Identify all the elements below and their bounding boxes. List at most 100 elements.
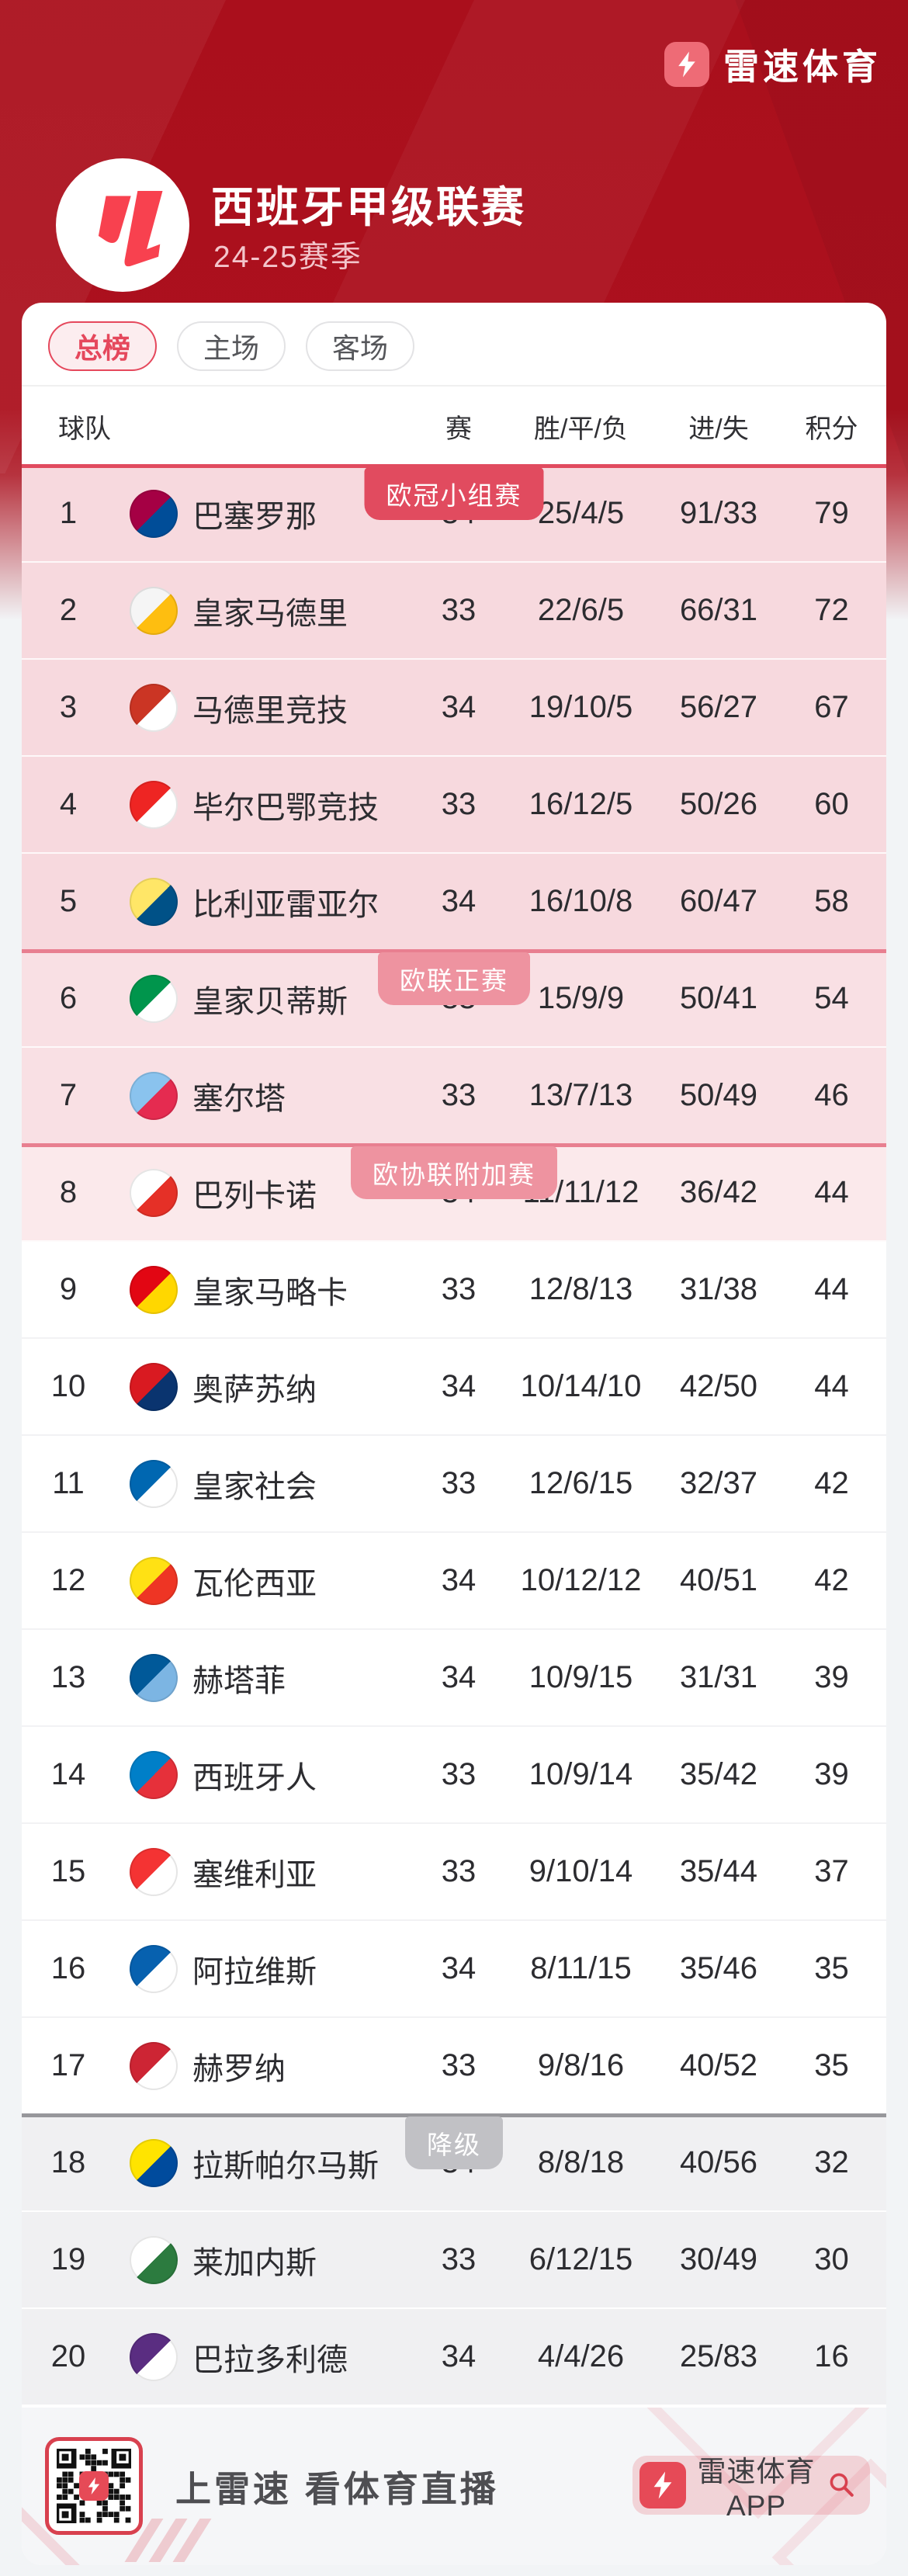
rank-number: 1 <box>59 496 78 530</box>
column-header-goals: 进/失 <box>688 414 749 444</box>
goals-for-against: 35/44 <box>679 1854 758 1888</box>
games-played: 33 <box>441 1078 477 1112</box>
team-logo <box>115 1556 192 1605</box>
team-crest-icon <box>130 780 178 829</box>
team-crest-icon <box>130 1750 178 1799</box>
goals-for-against: 35/42 <box>679 1757 758 1791</box>
rank-number: 7 <box>59 1078 78 1112</box>
points: 54 <box>814 981 849 1015</box>
tab-overall[interactable]: 总榜 <box>48 321 158 371</box>
table-row[interactable]: 4 毕尔巴鄂竞技 33 16/12/5 50/26 60 <box>22 757 886 854</box>
games-played: 33 <box>441 2048 477 2082</box>
table-row[interactable]: 10 奥萨苏纳 34 10/14/10 42/50 44 <box>22 1339 886 1436</box>
team-logo <box>115 1168 192 1217</box>
games-played: 33 <box>441 2242 477 2276</box>
table-row[interactable]: 3 马德里竞技 34 19/10/5 56/27 67 <box>22 660 886 757</box>
table-row[interactable]: 16 阿拉维斯 34 8/11/15 35/46 35 <box>22 1921 886 2018</box>
team-crest-icon <box>130 2235 178 2284</box>
table-row[interactable]: 19 莱加内斯 33 6/12/15 30/49 30 <box>22 2212 886 2309</box>
table-row[interactable]: 13 赫塔菲 34 10/9/15 31/31 39 <box>22 1630 886 1727</box>
goals-for-against: 40/52 <box>679 2048 758 2082</box>
goals-for-against: 35/46 <box>679 1951 758 1985</box>
team-logo <box>115 1362 192 1411</box>
rank-number: 6 <box>59 981 78 1015</box>
table-row[interactable]: 14 西班牙人 33 10/9/14 35/42 39 <box>22 1727 886 1824</box>
goals-for-against: 31/31 <box>679 1660 758 1694</box>
zone-line <box>22 2113 886 2117</box>
team-crest-icon <box>130 1653 178 1702</box>
team-logo <box>115 974 192 1023</box>
points: 67 <box>814 690 849 724</box>
win-draw-loss: 10/9/14 <box>529 1757 633 1791</box>
app-download-button[interactable]: 雷速体育APP <box>632 2456 870 2522</box>
team-logo <box>115 1459 192 1508</box>
rank-number: 16 <box>50 1951 86 1985</box>
season-label: 24-25赛季 <box>213 241 362 274</box>
team-logo <box>115 780 192 829</box>
goals-for-against: 25/83 <box>679 2339 758 2373</box>
goals-for-against: 30/49 <box>679 2242 758 2276</box>
standings-body: 欧冠小组赛1巴塞罗那3425/4/591/33792皇家马德里3322/6/56… <box>22 464 886 2406</box>
team-logo <box>115 2138 192 2187</box>
rank-number: 19 <box>50 2242 86 2276</box>
win-draw-loss: 19/10/5 <box>529 690 633 724</box>
win-draw-loss: 16/10/8 <box>529 884 633 918</box>
team-crest-icon <box>130 683 178 732</box>
footer: 上雷速 看体育直播 雷速体育APP <box>22 2408 886 2565</box>
table-row[interactable]: 11 皇家社会 33 12/6/15 32/37 42 <box>22 1436 886 1533</box>
win-draw-loss: 10/14/10 <box>520 1369 642 1403</box>
goals-for-against: 60/47 <box>679 884 758 918</box>
goals-for-against: 56/27 <box>679 690 758 724</box>
table-row[interactable]: 12 瓦伦西亚 34 10/12/12 40/51 42 <box>22 1533 886 1630</box>
page-title: 西班牙甲级联赛 <box>211 183 527 231</box>
team-logo <box>115 1847 192 1896</box>
points: 60 <box>814 787 849 821</box>
team-name: 莱加内斯 <box>192 2245 317 2280</box>
column-header-wdl: 胜/平/负 <box>534 414 628 444</box>
rank-number: 15 <box>50 1854 86 1888</box>
lightning-icon <box>664 42 709 87</box>
app-brand-name: 雷速体育 <box>723 47 882 87</box>
points: 32 <box>814 2145 849 2179</box>
divider <box>22 385 886 387</box>
team-crest-icon <box>130 1556 178 1605</box>
rank-number: 12 <box>50 1563 86 1597</box>
team-crest-icon <box>130 1071 178 1120</box>
team-crest-icon <box>130 1944 178 1993</box>
tab-bar: 总榜 主场 客场 <box>22 303 886 385</box>
table-row[interactable]: 7 塞尔塔 33 13/7/13 50/49 46 <box>22 1048 886 1145</box>
column-header-games: 赛 <box>445 414 472 444</box>
qr-code <box>45 2437 143 2535</box>
tab-home[interactable]: 主场 <box>177 321 286 371</box>
rank-number: 5 <box>59 884 78 918</box>
rank-number: 11 <box>52 1466 85 1500</box>
tab-away[interactable]: 客场 <box>306 321 415 371</box>
table-row[interactable]: 9 皇家马略卡 33 12/8/13 31/38 44 <box>22 1242 886 1339</box>
rank-number: 2 <box>59 593 78 627</box>
points: 39 <box>814 1757 849 1791</box>
footer-slogan: 上雷速 看体育直播 <box>175 2468 499 2509</box>
games-played: 33 <box>441 787 477 821</box>
table-row[interactable]: 2 皇家马德里 33 22/6/5 66/31 72 <box>22 563 886 660</box>
win-draw-loss: 10/9/15 <box>529 1660 633 1694</box>
team-crest-icon <box>130 974 178 1023</box>
team-crest-icon <box>130 1265 178 1314</box>
team-crest-icon <box>130 1847 178 1896</box>
table-row[interactable]: 20 巴拉多利德 34 4/4/26 25/83 16 <box>22 2309 886 2406</box>
team-crest-icon <box>130 2332 178 2381</box>
points: 42 <box>814 1466 849 1500</box>
points: 46 <box>814 1078 849 1112</box>
table-row[interactable]: 15 塞维利亚 33 9/10/14 35/44 37 <box>22 1824 886 1921</box>
laliga-mark-icon <box>98 191 163 267</box>
team-crest-icon <box>130 877 178 926</box>
win-draw-loss: 12/6/15 <box>529 1466 633 1500</box>
points: 44 <box>814 1369 849 1403</box>
win-draw-loss: 8/11/15 <box>530 1951 632 1985</box>
zone-badge: 欧协联附加赛 <box>351 1146 557 1199</box>
points: 37 <box>814 1854 849 1888</box>
lightning-icon <box>79 2471 109 2501</box>
table-row[interactable]: 5 比利亚雷亚尔 34 16/10/8 60/47 58 <box>22 854 886 951</box>
win-draw-loss: 4/4/26 <box>537 2339 625 2373</box>
table-row[interactable]: 17 赫罗纳 33 9/8/16 40/52 35 <box>22 2018 886 2115</box>
win-draw-loss: 12/8/13 <box>529 1272 633 1306</box>
